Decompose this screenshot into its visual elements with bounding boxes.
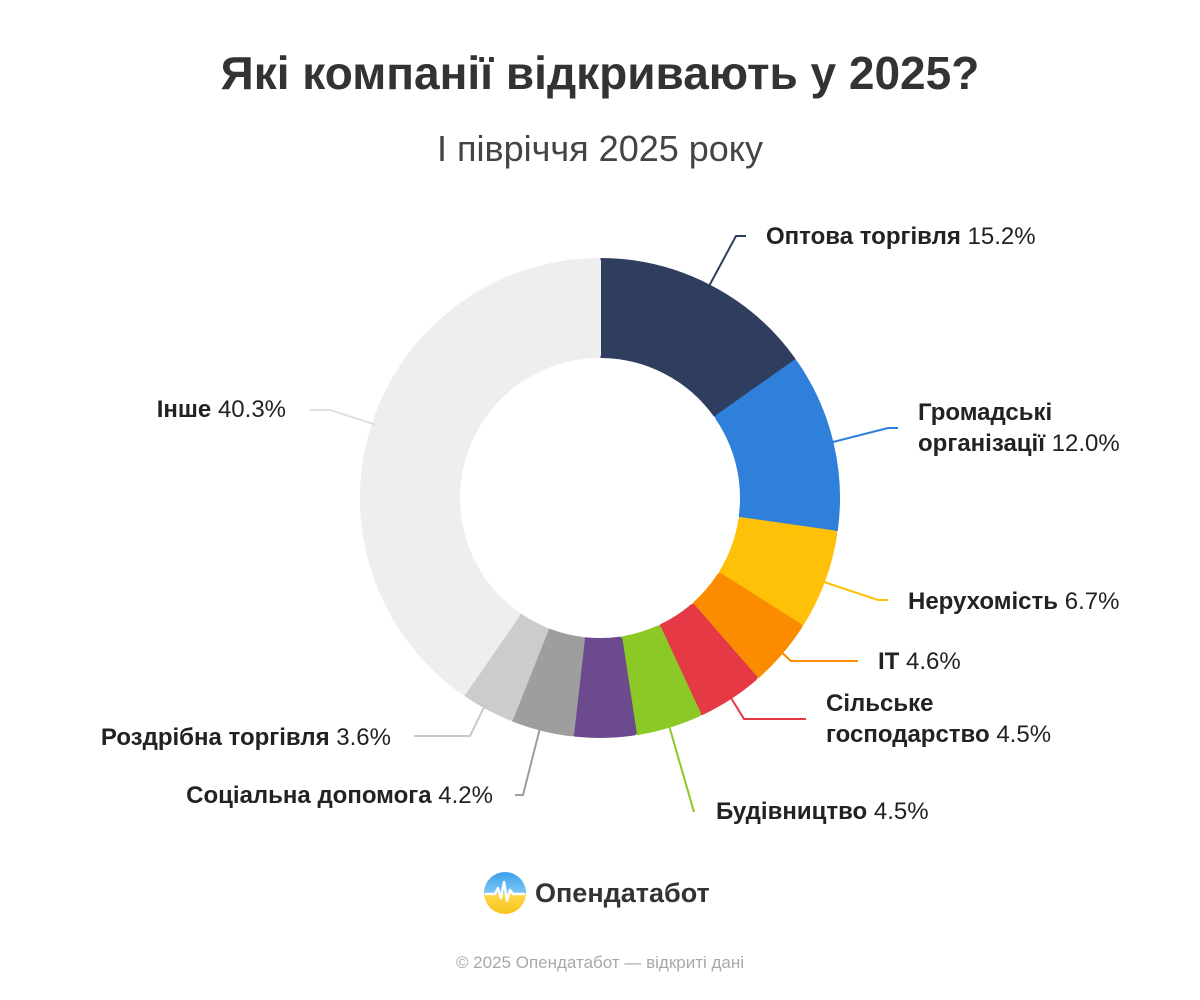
slice-4 xyxy=(692,573,803,679)
leader-line-2 xyxy=(828,427,898,444)
slice-value-9: 3.6% xyxy=(330,724,391,751)
slice-label-1: Оптова торгівля 15.2% xyxy=(766,223,1036,250)
brand: Опендатабот xyxy=(483,870,710,916)
leader-line-9 xyxy=(414,702,487,737)
leader-line-4 xyxy=(777,648,858,662)
leader-line-8 xyxy=(515,727,541,796)
slice-label-3: Нерухомість 6.7% xyxy=(908,588,1119,615)
slice-value-2: 12.0% xyxy=(1045,430,1120,457)
chart-title: Які компанії відкривають у 2025? xyxy=(220,47,980,99)
slice-label-5: Сільське господарство 4.5% xyxy=(826,690,1051,748)
slice-label-2: Громадські організації 12.0% xyxy=(918,399,1120,457)
slice-7 xyxy=(572,636,637,738)
slice-label-6: Будівництво 4.5% xyxy=(716,798,929,825)
slice-label-4: IT 4.6% xyxy=(878,648,961,675)
slice-value-1: 15.2% xyxy=(961,223,1036,250)
slice-6 xyxy=(620,625,701,735)
slice-2 xyxy=(715,360,840,533)
leader-line-6 xyxy=(667,721,695,813)
slice-5 xyxy=(658,604,758,716)
slice-3 xyxy=(718,517,838,626)
slice-value-10: 40.3% xyxy=(211,396,286,423)
chart-subtitle: І півріччя 2025 року xyxy=(437,128,763,169)
leader-line-5 xyxy=(727,692,806,720)
leader-line-10 xyxy=(310,409,378,426)
slice-value-6: 4.5% xyxy=(867,798,928,825)
slice-value-5: 4.5% xyxy=(990,721,1051,748)
slice-value-8: 4.2% xyxy=(432,782,493,809)
slice-value-4: 4.6% xyxy=(899,648,960,675)
slice-value-3: 6.7% xyxy=(1058,588,1119,615)
slice-1 xyxy=(599,258,796,417)
brand-name: Опендатабот xyxy=(535,877,710,908)
slice-10 xyxy=(360,258,601,695)
slice-label-9: Роздрібна торгівля 3.6% xyxy=(101,724,391,751)
leader-line-1 xyxy=(707,235,746,289)
opendatabot-logo-icon xyxy=(484,872,526,914)
leader-line-3 xyxy=(817,579,888,601)
footer: © 2025 Опендатабот — відкриті дані xyxy=(455,953,745,972)
slice-label-10: Інше 40.3% xyxy=(157,396,286,423)
slice-label-8: Соціальна допомога 4.2% xyxy=(186,782,493,809)
slice-9 xyxy=(463,613,549,721)
slice-8 xyxy=(511,628,585,737)
